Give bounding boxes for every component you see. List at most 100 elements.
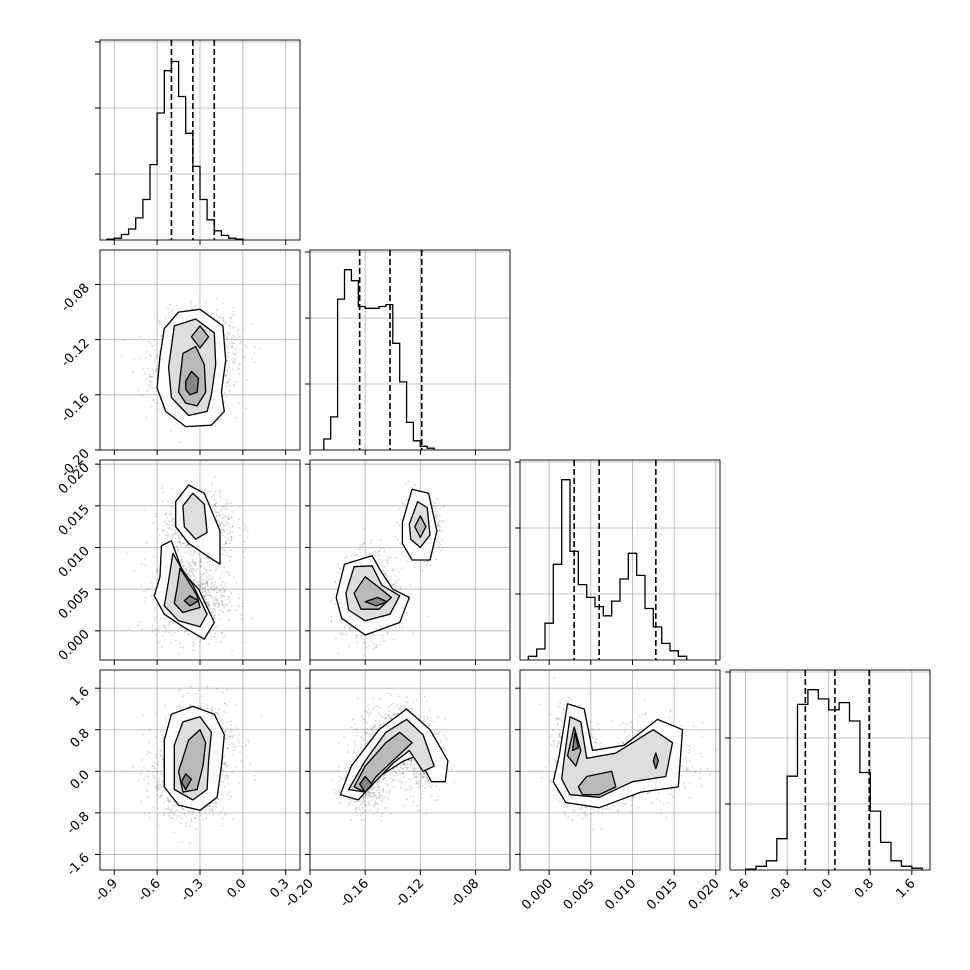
scatter-point <box>156 402 159 404</box>
scatter-point <box>204 595 207 598</box>
scatter-point <box>190 300 193 303</box>
scatter-point <box>238 363 241 366</box>
scatter-point <box>376 646 378 649</box>
scatter-point <box>220 521 223 524</box>
scatter-point <box>246 346 248 349</box>
scatter-point <box>203 578 206 581</box>
scatter-point <box>154 355 157 357</box>
scatter-point <box>221 600 224 603</box>
scatter-point <box>137 389 140 392</box>
scatter-point <box>190 570 193 573</box>
scatter-point <box>334 581 336 583</box>
scatter-point <box>187 573 190 576</box>
scatter-point <box>214 614 217 616</box>
scatter-point <box>154 619 157 621</box>
scatter-point <box>218 605 220 608</box>
scatter-point <box>160 786 162 789</box>
scatter-point <box>431 500 433 503</box>
scatter-point <box>147 782 150 785</box>
scatter-point <box>227 356 230 359</box>
scatter-point <box>216 511 219 513</box>
scatter-point <box>221 506 224 508</box>
scatter-point <box>208 500 211 503</box>
scatter-point <box>225 386 228 388</box>
scatter-point <box>147 388 149 391</box>
scatter-point <box>173 831 175 834</box>
scatter-point <box>176 545 179 548</box>
scatter-point <box>220 641 222 643</box>
scatter-point <box>362 527 365 530</box>
scatter-point <box>396 521 398 524</box>
scatter-point <box>219 523 221 525</box>
scatter-point <box>361 545 364 547</box>
scatter-point <box>185 569 188 572</box>
scatter-point <box>391 569 394 571</box>
scatter-point <box>386 561 389 564</box>
scatter-point <box>214 476 217 478</box>
scatter-point <box>154 361 157 363</box>
scatter-point <box>141 628 144 631</box>
scatter-point <box>238 597 240 600</box>
scatter-point <box>168 625 171 628</box>
scatter-point <box>206 582 208 584</box>
scatter-point <box>382 634 385 637</box>
scatter-point <box>180 561 183 563</box>
scatter-point <box>174 810 177 813</box>
scatter-point <box>242 551 244 553</box>
scatter-point <box>188 825 191 828</box>
scatter-point <box>240 341 243 343</box>
scatter-point <box>148 741 151 744</box>
scatter-point <box>369 553 372 556</box>
scatter-point <box>376 552 379 555</box>
scatter-point <box>199 561 202 564</box>
scatter-point <box>381 637 384 640</box>
panel-frame <box>309 249 511 451</box>
panel-frame <box>519 459 721 661</box>
contour-5 <box>182 492 208 540</box>
scatter-point <box>238 402 241 405</box>
scatter-point <box>228 366 231 368</box>
scatter-point <box>195 828 197 831</box>
scatter-point <box>224 584 227 587</box>
scatter-point <box>226 381 229 384</box>
scatter-point <box>169 816 172 819</box>
scatter-point <box>215 586 218 589</box>
scatter-point <box>186 630 189 633</box>
scatter-point <box>220 810 223 813</box>
scatter-point <box>143 590 146 592</box>
scatter-point <box>193 575 195 578</box>
scatter-point <box>227 381 230 384</box>
scatter-point <box>154 607 157 610</box>
scatter-point <box>251 357 254 360</box>
scatter-point <box>146 788 148 791</box>
scatter-point <box>182 543 185 545</box>
scatter-point <box>386 556 389 558</box>
scatter-point <box>226 336 229 339</box>
scatter-point <box>225 344 228 347</box>
scatter-point <box>150 594 153 597</box>
scatter-point <box>243 556 246 559</box>
scatter-point <box>218 316 221 318</box>
scatter-point <box>140 394 143 396</box>
scatter-point <box>206 591 209 593</box>
scatter-point <box>152 765 155 767</box>
scatter-point <box>203 596 205 598</box>
scatter-point <box>397 579 400 581</box>
scatter-point <box>218 514 221 516</box>
scatter-point <box>194 580 196 583</box>
scatter-point <box>201 586 204 589</box>
scatter-point <box>222 604 225 607</box>
scatter-point <box>382 547 385 550</box>
scatter-point <box>157 787 160 789</box>
scatter-point <box>191 308 193 310</box>
scatter-point <box>224 540 227 543</box>
scatter-point <box>339 632 342 635</box>
scatter-point <box>228 378 231 381</box>
contour-3 <box>183 595 200 607</box>
scatter-point <box>230 795 233 798</box>
scatter-point <box>228 619 231 621</box>
scatter-point <box>241 618 243 620</box>
scatter-point <box>162 780 164 782</box>
scatter-point <box>215 601 218 604</box>
